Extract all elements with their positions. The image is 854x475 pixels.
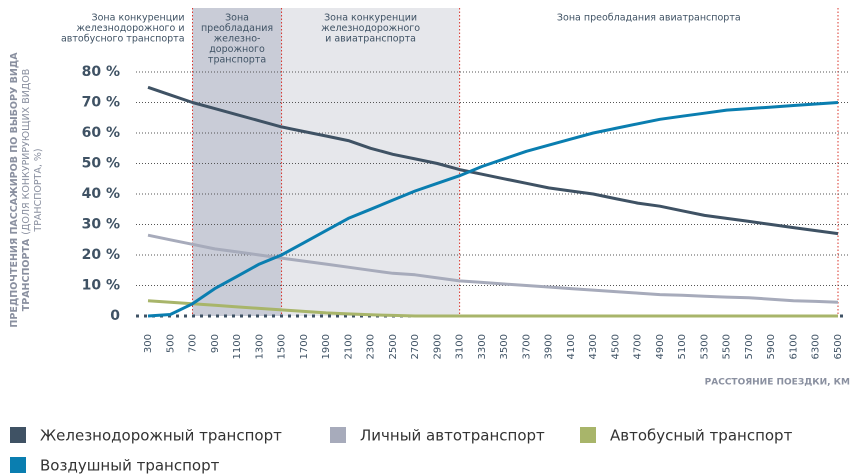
series-line (147, 101, 839, 318)
x-tick-label: 4100 (566, 334, 577, 359)
y-tick-label: 70 % (82, 95, 120, 111)
y-tick-label: 10 % (82, 278, 120, 294)
legend-label: Воздушный транспорт (40, 457, 220, 475)
zone-label: автобусного транспорта (61, 34, 185, 45)
x-tick-label: 2900 (432, 334, 443, 359)
y-label-line: ТРАНСПОРТА, %) (33, 148, 44, 232)
x-tick-label: 6300 (811, 334, 822, 359)
legend-label: Личный автотранспорт (360, 427, 545, 445)
legend-label: Железнодорожный транспорт (40, 427, 282, 445)
y-label-part: ПРЕДПОЧТЕНИЯ ПАССАЖИРОВ ПО ВЫБОРУ ВИДА (9, 52, 20, 328)
zone-label: железно- (214, 34, 261, 45)
legend-swatch (10, 427, 26, 443)
zone-label: Зона конкуренции (324, 13, 417, 24)
y-tick-label: 60 % (82, 125, 120, 141)
x-tick-label: 4700 (633, 334, 644, 359)
x-tick-label: 6500 (833, 334, 844, 359)
zone-label: дорожного (209, 44, 265, 55)
y-label-part: (ДОЛЯ КОНКУРИРУЮЩИХ ВИДОВ (21, 69, 32, 235)
x-tick-label: 2700 (410, 334, 421, 359)
zone-label: преобладания (201, 23, 273, 34)
series-line (147, 233, 839, 304)
y-tick-label: 40 % (82, 186, 120, 202)
x-tick-label: 4900 (655, 334, 666, 359)
y-label-part: ТРАНСПОРТА, %) (33, 148, 44, 232)
zone-band (148, 8, 193, 316)
x-tick-label: 2100 (343, 334, 354, 359)
y-axis-label: ПРЕДПОЧТЕНИЯ ПАССАЖИРОВ ПО ВЫБОРУ ВИДАТР… (9, 52, 44, 328)
legend-swatch (330, 427, 346, 443)
zone-label: Зона конкуренции (92, 13, 185, 24)
y-tick-label: 0 (110, 308, 120, 324)
zone-label: транспорта (208, 55, 266, 66)
zone-band (192, 8, 282, 316)
zone-label: железнодорожного и (76, 23, 184, 34)
legend-swatch (580, 427, 596, 443)
x-tick-label: 6100 (788, 334, 799, 359)
x-tick-label: 5700 (744, 334, 755, 359)
y-label-part: ТРАНСПОРТА (21, 238, 32, 311)
x-tick-label: 3300 (477, 334, 488, 359)
x-tick-label: 500 (165, 334, 176, 353)
zone-label: Зона преобладания авиатранспорта (557, 13, 741, 24)
x-tick-label: 300 (143, 334, 154, 353)
x-tick-label: 3100 (455, 334, 466, 359)
x-tick-label: 5300 (699, 334, 710, 359)
y-tick-label: 80 % (82, 64, 120, 80)
x-tick-label: 1300 (254, 334, 265, 359)
zone-band (459, 8, 838, 316)
x-tick-label: 1100 (232, 334, 243, 359)
x-tick-label: 1500 (277, 334, 288, 359)
x-tick-label: 4300 (588, 334, 599, 359)
x-tick-label: 5900 (766, 334, 777, 359)
y-label-line: ТРАНСПОРТА (ДОЛЯ КОНКУРИРУЮЩИХ ВИДОВ (21, 69, 32, 312)
x-tick-label: 900 (210, 334, 221, 353)
series-line (147, 299, 838, 318)
x-tick-label: 700 (188, 334, 199, 353)
x-tick-label: 4500 (610, 334, 621, 359)
x-tick-label: 1900 (321, 334, 332, 359)
x-tick-label: 3700 (521, 334, 532, 359)
series-line (147, 85, 839, 236)
x-tick-label: 5500 (722, 334, 733, 359)
zone-label: и авиатранспорта (325, 34, 416, 45)
x-tick-label: 2500 (388, 334, 399, 359)
y-label-line: ПРЕДПОЧТЕНИЯ ПАССАЖИРОВ ПО ВЫБОРУ ВИДА (9, 52, 20, 328)
x-tick-label: 3900 (544, 334, 555, 359)
legend-swatch (10, 457, 26, 473)
y-tick-label: 50 % (82, 156, 120, 172)
legend-label: Автобусный транспорт (610, 427, 793, 445)
x-tick-label: 1700 (299, 334, 310, 359)
zone-label: Зона (225, 13, 249, 24)
zone-label: железнодорожного (321, 23, 420, 34)
x-tick-label: 3500 (499, 334, 510, 359)
y-tick-label: 20 % (82, 247, 120, 263)
x-tick-label: 2300 (366, 334, 377, 359)
x-axis-label: РАССТОЯНИЕ ПОЕЗДКИ, КМ (705, 378, 850, 388)
y-tick-label: 30 % (82, 217, 120, 233)
x-tick-label: 5100 (677, 334, 688, 359)
